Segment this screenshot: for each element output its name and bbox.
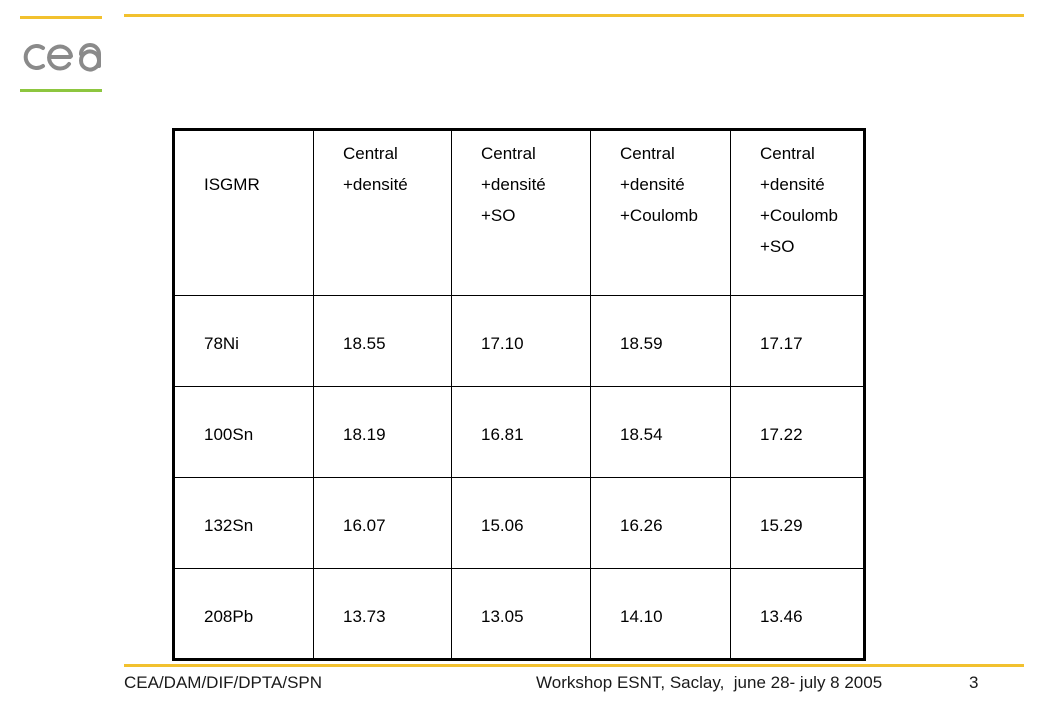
column-header-line: Central	[760, 144, 815, 163]
value-cell: 18.19	[313, 386, 452, 478]
value-cell: 13.46	[730, 568, 865, 660]
footer-affiliation: CEA/DAM/DIF/DPTA/SPN	[124, 673, 323, 692]
nucleus-cell: 78Ni	[173, 295, 314, 387]
table-row: 100Sn 18.19 16.81 18.54 17.22	[173, 386, 865, 478]
nucleus-cell: 132Sn	[173, 477, 314, 569]
column-header-line: +Coulomb	[760, 206, 838, 225]
table-row: 208Pb 13.73 13.05 14.10 13.46	[173, 568, 865, 660]
value-cell: 14.10	[590, 568, 731, 660]
footer-rule	[124, 664, 1024, 667]
column-header-line: +densité	[481, 175, 546, 194]
column-header: Central +densité +SO	[451, 129, 591, 296]
column-header-line: Central	[481, 144, 536, 163]
footer-event: Workshop ESNT, Saclay, june 28- july 8 2…	[536, 673, 883, 692]
table-row: 78Ni 18.55 17.10 18.59 17.17	[173, 295, 865, 387]
column-header-line: +SO	[760, 237, 795, 256]
value-cell: 16.81	[451, 386, 591, 478]
value-cell: 18.59	[590, 295, 731, 387]
isgmr-table: ISGMR Central +densité Central +densité …	[172, 128, 866, 661]
value-cell: 17.17	[730, 295, 865, 387]
logo-underline	[20, 89, 102, 92]
nucleus-cell: 208Pb	[173, 568, 314, 660]
header-rule-left	[20, 16, 102, 19]
column-header: Central +densité +Coulomb +SO	[730, 129, 865, 296]
value-cell: 18.54	[590, 386, 731, 478]
value-cell: 16.07	[313, 477, 452, 569]
value-cell: 18.55	[313, 295, 452, 387]
column-header-line: +SO	[481, 206, 516, 225]
value-cell: 17.22	[730, 386, 865, 478]
value-cell: 15.06	[451, 477, 591, 569]
value-cell: 13.73	[313, 568, 452, 660]
column-header: Central +densité	[313, 129, 452, 296]
column-header: Central +densité +Coulomb	[590, 129, 731, 296]
column-header-line: +densité	[343, 175, 408, 194]
column-header-line: Central	[620, 144, 675, 163]
column-header-line: +densité	[760, 175, 825, 194]
head-label: ISGMR	[204, 175, 260, 194]
column-header-line: +Coulomb	[620, 206, 698, 225]
header-rule-top	[124, 14, 1024, 17]
value-cell: 13.05	[451, 568, 591, 660]
value-cell: 17.10	[451, 295, 591, 387]
table-corner-cell: ISGMR	[173, 129, 314, 296]
value-cell: 16.26	[590, 477, 731, 569]
column-header-line: Central	[343, 144, 398, 163]
cea-logo	[23, 43, 101, 72]
nucleus-cell: 100Sn	[173, 386, 314, 478]
table-header-row: ISGMR Central +densité Central +densité …	[173, 129, 865, 296]
page-number: 3	[969, 673, 979, 692]
table-row: 132Sn 16.07 15.06 16.26 15.29	[173, 477, 865, 569]
column-header-line: +densité	[620, 175, 685, 194]
value-cell: 15.29	[730, 477, 865, 569]
